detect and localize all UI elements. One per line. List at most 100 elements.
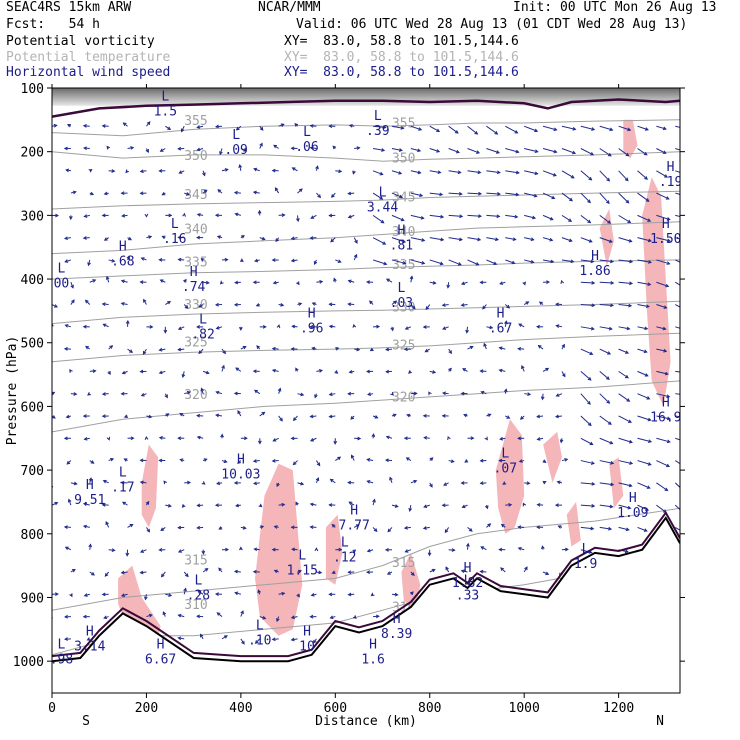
- wind-extremum-marker: H: [393, 612, 401, 627]
- wind-extremum-value: .12: [333, 551, 356, 566]
- wind-vector-head: [139, 369, 144, 374]
- wind-vector-head: [101, 302, 106, 307]
- wind-vector: [467, 192, 482, 195]
- wind-vector-head: [525, 301, 530, 305]
- pv-shade-region: [609, 457, 624, 509]
- wind-vector: [656, 437, 670, 443]
- wind-vector-head: [273, 144, 278, 149]
- wind-vector-head: [372, 498, 376, 503]
- wind-extremum-value: .82: [191, 328, 214, 343]
- wind-vector-head: [260, 525, 265, 529]
- wind-vector-head: [666, 463, 671, 468]
- wind-vector-head: [502, 481, 507, 485]
- wind-extremum-value: .19: [659, 175, 682, 190]
- wind-vector: [618, 170, 629, 181]
- wind-vector-head: [67, 124, 71, 128]
- wind-vector-head: [686, 240, 689, 243]
- theta-contour-label: 310: [184, 598, 207, 613]
- theta-field-xy: XY= 83.0, 58.8 to 101.5,144.6: [284, 50, 519, 65]
- wind-vector-head: [120, 593, 125, 598]
- wind-vector-head: [347, 480, 352, 485]
- pv-shade-region: [642, 177, 671, 407]
- wind-vector-head: [519, 416, 524, 420]
- y-tick-label: 900: [21, 591, 44, 606]
- wind-vector-head: [477, 170, 482, 175]
- wind-vector-head: [46, 638, 49, 641]
- wind-vector-head: [111, 258, 116, 263]
- wind-vector-head: [518, 323, 523, 327]
- wind-vector-head: [126, 255, 130, 260]
- wind-vector-head: [66, 460, 71, 465]
- wind-vector-head: [233, 481, 238, 485]
- wind-vector: [599, 170, 610, 182]
- wind-vector: [448, 192, 462, 195]
- wind-extremum-value: 1.5: [154, 105, 177, 120]
- wind-vector: [656, 148, 667, 154]
- wind-vector-head: [608, 239, 613, 243]
- wind-vector-head: [384, 547, 389, 552]
- wind-vector-head: [177, 436, 182, 441]
- wind-extremum-marker: L: [194, 574, 202, 589]
- wind-vector-head: [125, 319, 130, 324]
- wind-vector-head: [271, 458, 276, 463]
- y-tick-label: 600: [21, 400, 44, 415]
- wind-vector-head: [315, 477, 320, 482]
- wind-vector-head: [276, 483, 280, 488]
- wind-vector-head: [101, 414, 106, 419]
- wind-vector-head: [309, 414, 314, 419]
- wind-vector-head: [686, 416, 689, 419]
- wind-vector-head: [353, 253, 358, 258]
- terrain-fill: [52, 517, 680, 693]
- wind-vector: [580, 192, 591, 203]
- wind-vector-head: [164, 394, 168, 399]
- wind-vector: [561, 148, 576, 154]
- wind-vector-head: [290, 436, 295, 441]
- wind-vector-head: [591, 504, 596, 508]
- wind-vector-head: [309, 614, 314, 619]
- wind-vector-head: [464, 459, 469, 463]
- wind-vector: [467, 259, 479, 266]
- wind-vector-head: [515, 192, 520, 197]
- wind-vector-head: [441, 503, 446, 508]
- wind-extremum-marker: L: [341, 536, 349, 551]
- pv-shade-region: [325, 514, 343, 585]
- wind-vector-head: [82, 524, 87, 529]
- wind-vector-head: [239, 258, 244, 262]
- wind-vector: [580, 504, 595, 507]
- wind-vector-head: [448, 367, 452, 372]
- wind-vector-head: [400, 126, 405, 130]
- wind-vector-head: [560, 279, 565, 284]
- wind-vector-head: [682, 307, 685, 310]
- wind-vector-head: [561, 343, 565, 348]
- wind-vector: [429, 170, 441, 174]
- wind-extremum-marker: L: [501, 446, 509, 461]
- wind-vector-head: [309, 324, 314, 329]
- wind-vector-head: [522, 502, 527, 507]
- wind-vector-head: [310, 593, 315, 597]
- wind-vector: [410, 214, 424, 219]
- wind-vector-head: [101, 592, 106, 597]
- wind-vector: [599, 259, 614, 263]
- wind-extremum-value: 3.44: [367, 200, 398, 215]
- wind-vector-head: [63, 236, 68, 241]
- wind-vector-head: [625, 374, 629, 379]
- wind-vector-head: [512, 237, 517, 242]
- y-tick-label: 100: [21, 82, 44, 97]
- wind-extremum-marker: H: [350, 504, 358, 519]
- wind-vector-head: [375, 614, 380, 619]
- wind-vector: [675, 281, 680, 286]
- wind-vector: [467, 170, 481, 174]
- wind-vector-head: [517, 346, 522, 351]
- wind-vector-head: [410, 572, 415, 576]
- wind-vector-head: [629, 259, 634, 264]
- wind-vector-head: [468, 528, 473, 532]
- wind-vector-head: [88, 477, 93, 482]
- wind-vector: [580, 326, 594, 330]
- wind-vector: [618, 259, 633, 263]
- wind-vector-head: [46, 460, 49, 463]
- wind-vector: [391, 237, 406, 243]
- wind-extremum-marker: L: [58, 637, 66, 652]
- wind-vector-head: [83, 593, 88, 597]
- wind-vector-head: [607, 351, 612, 355]
- wind-vector-head: [402, 261, 407, 265]
